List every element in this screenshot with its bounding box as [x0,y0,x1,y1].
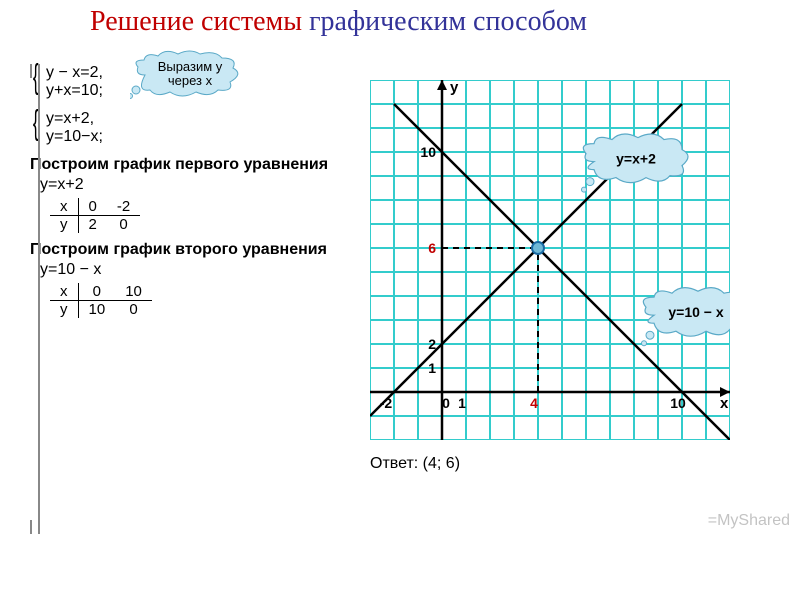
svg-text:1: 1 [428,360,436,376]
svg-text:y: y [450,80,459,96]
system-2: y=x+2, y=10−x; [30,110,350,146]
t1-y-header: y [50,216,78,234]
decoration-line [24,64,40,534]
t1-y0: 2 [78,216,107,234]
heading-2: Построим график второго уравнения [30,241,350,259]
svg-text:1: 1 [458,395,466,411]
watermark: =MyShared [708,512,790,530]
equation-2: y=10 − x [40,261,350,279]
equation-1: y=x+2 [40,176,350,194]
chart-svg: xy-20141012610y=x+2y=10 − x [370,80,730,440]
svg-text:0: 0 [442,395,450,411]
svg-text:2: 2 [428,336,436,352]
left-column: y − x=2, y+x=10; Выразим y через x y=x+2… [30,60,350,326]
svg-text:10: 10 [420,144,436,160]
t1-y1: 0 [107,216,140,234]
title-part2: графическим способом [309,6,587,37]
heading-1: Построим график первого уравнения [30,156,350,174]
coordinate-graph: xy-20141012610y=x+2y=10 − x [370,80,730,440]
svg-text:x: x [720,395,729,412]
page-title: Решение системы графическим способом [90,6,587,38]
t1-x1: -2 [107,198,140,216]
t2-x0: 0 [78,283,115,301]
svg-text:y=x+2: y=x+2 [616,151,656,167]
system-2-line1: y=x+2, [46,110,350,128]
t2-y1: 0 [115,301,152,319]
answer-text: Ответ: (4; 6) [370,455,460,473]
t1-x0: 0 [78,198,107,216]
title-part1: Решение системы [90,6,302,37]
system-2-line2: y=10−x; [46,128,350,146]
svg-text:y=10 − x: y=10 − x [668,304,723,320]
t2-y-header: y [50,301,78,319]
svg-text:4: 4 [530,395,538,411]
cloud-express: Выразим y через x [140,58,240,88]
svg-text:6: 6 [428,240,436,256]
t2-x-header: x [50,283,78,301]
svg-text:10: 10 [670,395,686,411]
svg-text:-2: -2 [380,395,393,411]
t2-x1: 10 [115,283,152,301]
t2-y0: 10 [78,301,115,319]
table-1: x 0 -2 y 2 0 [50,198,140,233]
t1-x-header: x [50,198,78,216]
cloud-express-text: Выразим y через x [140,58,240,88]
table-2: x 0 10 y 10 0 [50,283,152,318]
